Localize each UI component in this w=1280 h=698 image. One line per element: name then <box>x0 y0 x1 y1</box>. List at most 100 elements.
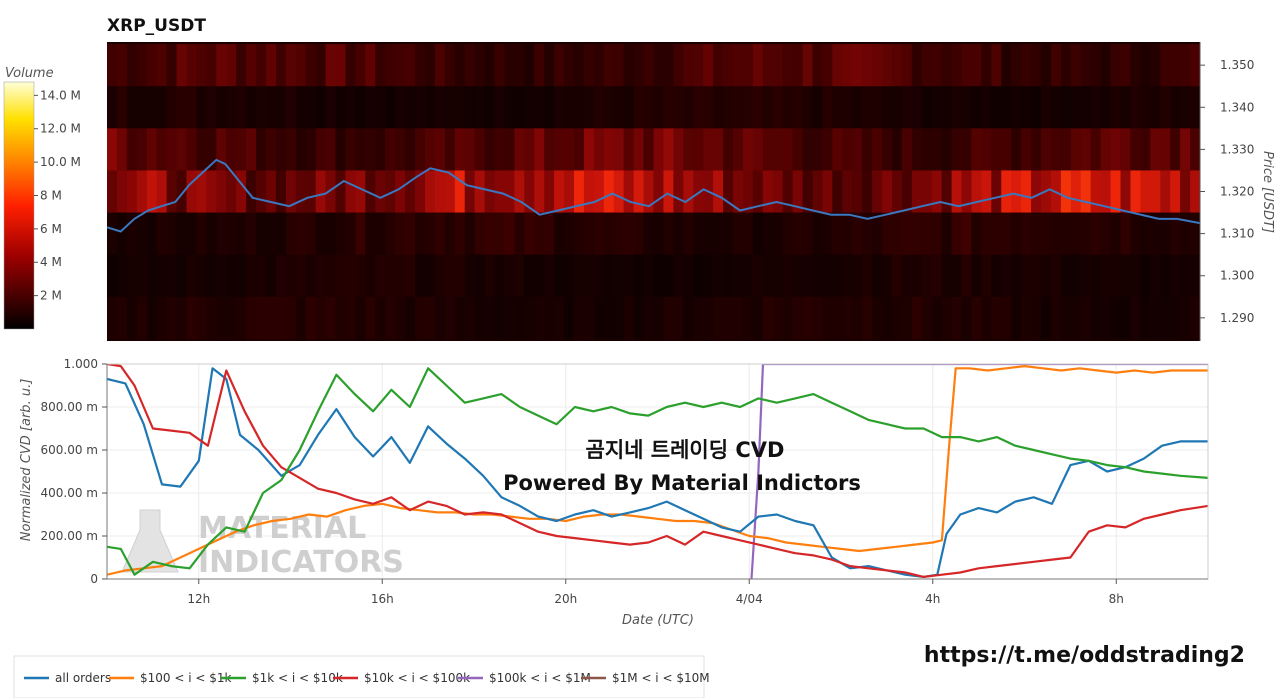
heatmap-cell <box>265 128 277 171</box>
heatmap-cell <box>1031 86 1042 129</box>
heatmap-cell <box>236 44 247 87</box>
heatmap-cell <box>1130 128 1141 171</box>
heatmap-cell <box>305 86 317 129</box>
heatmap-cell <box>583 128 595 171</box>
heatmap-cell <box>514 128 525 171</box>
heatmap-cell <box>971 86 982 129</box>
colorbar-ticks: 14.0 M 12.0 M 10.0 M 8 M 6 M 4 M 2 M <box>34 88 81 303</box>
heatmap-cell <box>693 44 704 87</box>
heatmap-cell <box>514 44 525 87</box>
heatmap-cell <box>246 170 257 213</box>
legend-item-label[interactable]: all orders <box>55 671 111 685</box>
heatmap-cell <box>603 128 615 171</box>
heatmap-cell <box>782 254 794 298</box>
heatmap-cell <box>772 254 784 298</box>
heatmap-cell <box>156 170 168 213</box>
heatmap-cell <box>1120 170 1132 213</box>
heatmap-cell <box>1050 86 1062 129</box>
heatmap-cell <box>275 170 287 213</box>
heatmap-cell <box>1160 296 1171 340</box>
legend-item-label[interactable]: $10k < i < $100k <box>364 671 470 685</box>
heatmap-cell <box>434 296 446 340</box>
heatmap-cell <box>385 212 396 256</box>
heatmap-cell <box>395 212 406 256</box>
heatmap-cell <box>107 212 118 256</box>
heatmap-cell <box>921 128 933 171</box>
colorbar-tick-label: 10.0 M <box>40 155 81 169</box>
heatmap-cell <box>514 296 525 340</box>
heatmap-cell <box>216 44 227 87</box>
heatmap-cell <box>732 128 744 171</box>
heatmap-cell <box>1060 254 1072 298</box>
heatmap-cell <box>564 128 575 171</box>
heatmap-cell <box>295 254 307 298</box>
heatmap-cell <box>136 254 148 298</box>
price-tick-label: 1.340 <box>1220 100 1254 114</box>
heatmap-cell <box>1031 296 1042 340</box>
heatmap-cell <box>444 254 456 298</box>
heatmap-cell <box>693 212 704 256</box>
legend-item-label[interactable]: $1k < i < $10k <box>252 671 343 685</box>
heatmap-cell <box>136 128 148 171</box>
heatmap-cell <box>1180 86 1191 129</box>
heatmap-cell <box>593 86 605 129</box>
heatmap-cell <box>494 254 506 298</box>
heatmap-cell <box>1150 212 1161 256</box>
heatmap-cell <box>335 86 347 129</box>
heatmap-cell <box>434 86 446 129</box>
heatmap-cell <box>613 44 625 87</box>
heatmap-cell <box>405 128 416 171</box>
heatmap-cell <box>633 170 645 213</box>
heatmap-cell <box>723 128 734 171</box>
legend-item-label[interactable]: $100 < i < $1k <box>140 671 232 685</box>
legend-item-label[interactable]: $1M < i < $10M <box>612 671 710 685</box>
heatmap-cell <box>166 212 178 256</box>
heatmap-cell <box>1080 254 1092 298</box>
heatmap-cell <box>971 296 982 340</box>
heatmap-cell <box>305 128 317 171</box>
heatmap-cell <box>1190 254 1200 298</box>
heatmap-cell <box>315 170 327 213</box>
price-tick-label: 1.330 <box>1220 142 1254 156</box>
heatmap-cell <box>156 86 168 129</box>
heatmap-cell <box>882 44 893 87</box>
cvd-y-tick-label: 200.00 m <box>41 529 99 543</box>
heatmap-cell <box>1140 254 1151 298</box>
heatmap-cell <box>723 170 734 213</box>
heatmap-cell <box>842 44 853 87</box>
heatmap-cell <box>454 254 466 298</box>
heatmap-cell <box>246 212 257 256</box>
heatmap-cell <box>365 296 376 340</box>
heatmap-cell <box>365 86 376 129</box>
heatmap-cell <box>961 296 973 340</box>
heatmap-cell <box>434 212 446 256</box>
heatmap-cell <box>633 128 645 171</box>
heatmap-cell <box>544 170 555 213</box>
heatmap-cell <box>504 212 515 256</box>
heatmap-cell <box>862 170 873 213</box>
heatmap-cell <box>554 86 565 129</box>
heatmap-cell <box>882 296 893 340</box>
price-tick-label: 1.310 <box>1220 227 1254 241</box>
heatmap-cell <box>1031 254 1042 298</box>
heatmap-cell <box>1140 128 1151 171</box>
heatmap-cell <box>1060 128 1072 171</box>
heatmap-cell <box>325 212 337 256</box>
heatmap-cell <box>285 170 297 213</box>
heatmap-cell <box>782 170 794 213</box>
heatmap-cell <box>1180 170 1191 213</box>
legend-item-label[interactable]: $100k < i < $1M <box>489 671 591 685</box>
heatmap-cell <box>484 296 496 340</box>
heatmap-cell <box>623 170 635 213</box>
telegram-link[interactable]: https://t.me/oddstrading2 <box>924 643 1245 668</box>
heatmap-cell <box>643 44 655 87</box>
heatmap-cell <box>1021 170 1032 213</box>
heatmap-cell <box>136 296 148 340</box>
heatmap-cell <box>1190 212 1200 256</box>
heatmap-cell <box>1170 128 1181 171</box>
heatmap-cell <box>792 296 804 340</box>
heatmap-cell <box>315 44 327 87</box>
heatmap-cell <box>911 128 923 171</box>
heatmap-cell <box>415 254 426 298</box>
heatmap-cell <box>345 254 357 298</box>
